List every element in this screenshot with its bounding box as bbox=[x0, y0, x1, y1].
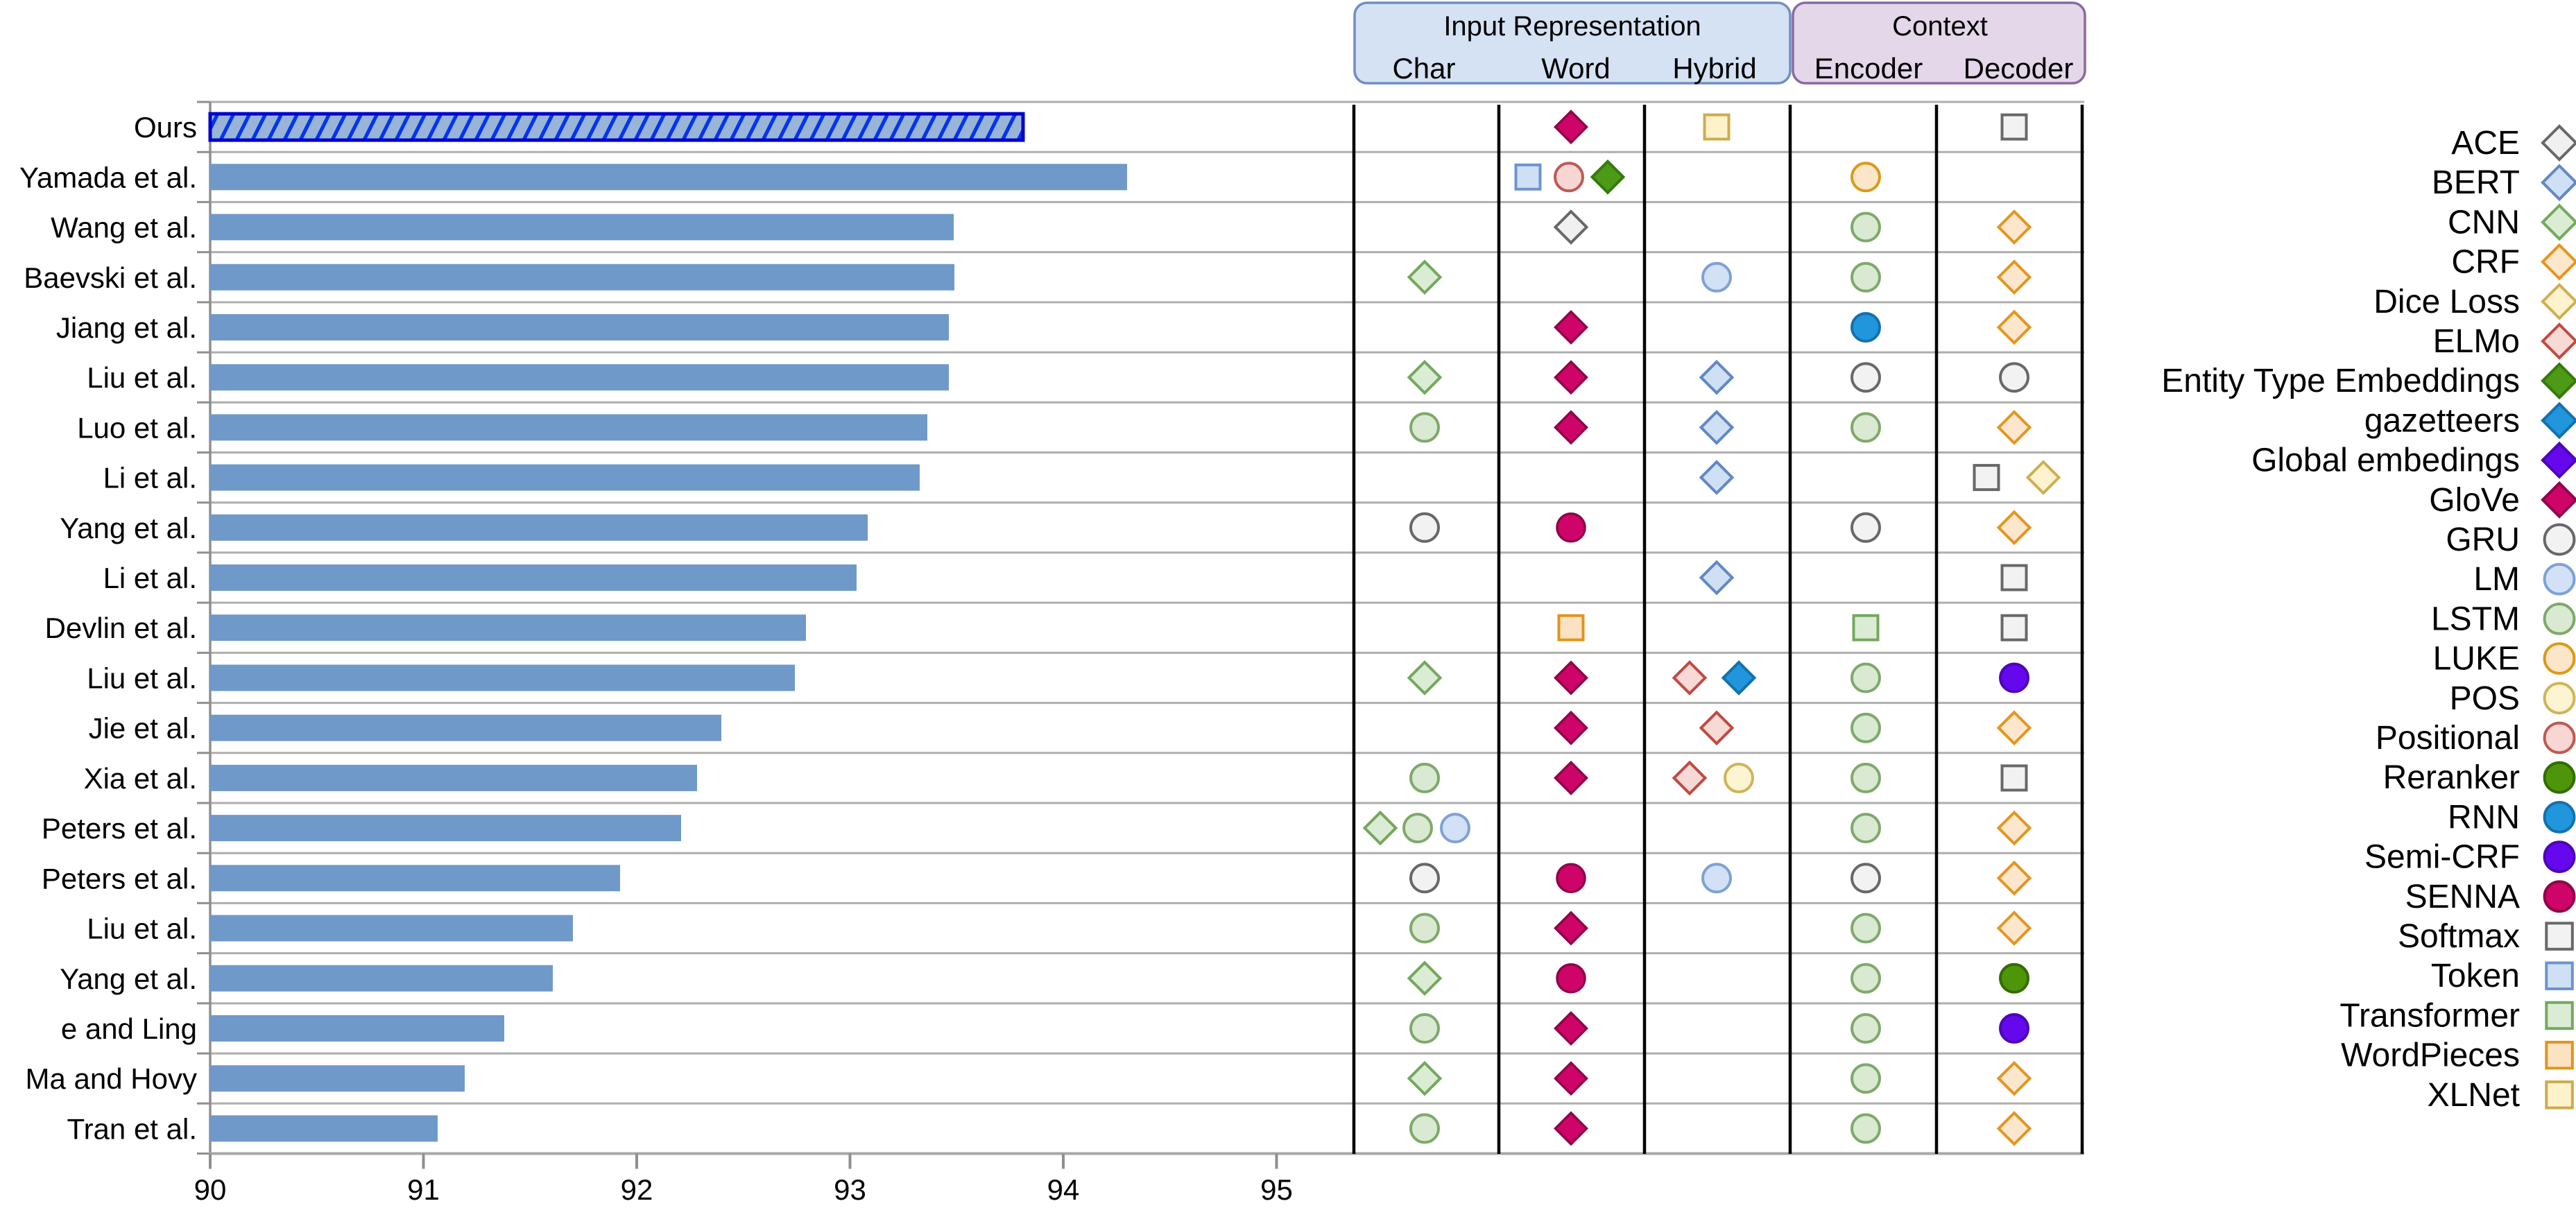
svg-text:Word: Word bbox=[1541, 52, 1611, 85]
svg-text:Softmax: Softmax bbox=[2398, 918, 2520, 955]
svg-text:Liu et al.: Liu et al. bbox=[87, 361, 197, 394]
svg-text:Global embedings: Global embedings bbox=[2251, 442, 2520, 479]
svg-text:Context: Context bbox=[1892, 11, 1988, 42]
svg-text:Reranker: Reranker bbox=[2383, 759, 2520, 796]
svg-text:Baevski et al.: Baevski et al. bbox=[24, 261, 197, 294]
svg-text:Tran et al.: Tran et al. bbox=[67, 1112, 197, 1145]
svg-text:Liu et al.: Liu et al. bbox=[87, 662, 197, 695]
svg-text:Yang et al.: Yang et al. bbox=[60, 963, 197, 995]
svg-text:Hybrid: Hybrid bbox=[1672, 52, 1756, 85]
svg-text:GloVe: GloVe bbox=[2429, 482, 2520, 519]
svg-text:Peters et al.: Peters et al. bbox=[42, 862, 197, 895]
svg-text:POS: POS bbox=[2450, 680, 2520, 717]
svg-text:XLNet: XLNet bbox=[2428, 1077, 2520, 1114]
svg-text:92: 92 bbox=[621, 1173, 653, 1206]
svg-text:Semi-CRF: Semi-CRF bbox=[2364, 839, 2520, 876]
svg-text:Token: Token bbox=[2431, 958, 2520, 994]
svg-text:Entity Type Embeddings: Entity Type Embeddings bbox=[2161, 363, 2520, 399]
svg-text:Li et al.: Li et al. bbox=[103, 462, 197, 494]
svg-text:Peters et al.: Peters et al. bbox=[42, 812, 197, 845]
svg-text:Xia et al.: Xia et al. bbox=[84, 762, 197, 795]
svg-text:RNN: RNN bbox=[2448, 799, 2520, 836]
svg-text:ACE: ACE bbox=[2451, 125, 2520, 162]
svg-text:Li et al.: Li et al. bbox=[103, 562, 197, 594]
svg-text:gazetteers: gazetteers bbox=[2364, 402, 2520, 439]
svg-text:LUKE: LUKE bbox=[2433, 641, 2520, 677]
svg-text:GRU: GRU bbox=[2446, 521, 2520, 558]
svg-text:Devlin et al.: Devlin et al. bbox=[45, 612, 197, 644]
svg-text:Dice Loss: Dice Loss bbox=[2373, 284, 2520, 320]
svg-text:Liu et al.: Liu et al. bbox=[87, 913, 197, 945]
svg-text:Jie et al.: Jie et al. bbox=[89, 712, 197, 745]
svg-text:93: 93 bbox=[834, 1173, 866, 1206]
svg-text:Ours: Ours bbox=[134, 111, 197, 144]
svg-text:Positional: Positional bbox=[2376, 720, 2520, 757]
svg-text:CRF: CRF bbox=[2451, 244, 2520, 281]
svg-text:LSTM: LSTM bbox=[2431, 601, 2520, 637]
svg-text:Luo et al.: Luo et al. bbox=[77, 411, 197, 444]
svg-text:Encoder: Encoder bbox=[1814, 52, 1923, 85]
svg-text:95: 95 bbox=[1260, 1173, 1293, 1206]
svg-text:Input Representation: Input Representation bbox=[1443, 11, 1701, 42]
svg-text:94: 94 bbox=[1047, 1173, 1080, 1206]
svg-text:ELMo: ELMo bbox=[2433, 323, 2520, 360]
svg-text:Jiang et al.: Jiang et al. bbox=[56, 311, 197, 344]
svg-text:Decoder: Decoder bbox=[1964, 52, 2074, 85]
svg-text:Ma and Hovy: Ma and Hovy bbox=[26, 1062, 197, 1095]
svg-text:LM: LM bbox=[2473, 561, 2520, 598]
svg-text:91: 91 bbox=[407, 1173, 440, 1206]
svg-text:Transformer: Transformer bbox=[2339, 997, 2520, 1034]
svg-text:e and Ling: e and Ling bbox=[61, 1012, 197, 1045]
svg-text:Yamada et al.: Yamada et al. bbox=[19, 161, 197, 193]
svg-text:Wang et al.: Wang et al. bbox=[51, 212, 197, 244]
svg-text:Char: Char bbox=[1392, 52, 1455, 85]
svg-text:Yang et al.: Yang et al. bbox=[60, 512, 197, 544]
svg-text:CNN: CNN bbox=[2448, 204, 2520, 241]
svg-text:SENNA: SENNA bbox=[2405, 879, 2520, 915]
svg-text:WordPieces: WordPieces bbox=[2341, 1037, 2520, 1074]
svg-text:90: 90 bbox=[194, 1173, 227, 1206]
svg-text:BERT: BERT bbox=[2432, 164, 2520, 201]
